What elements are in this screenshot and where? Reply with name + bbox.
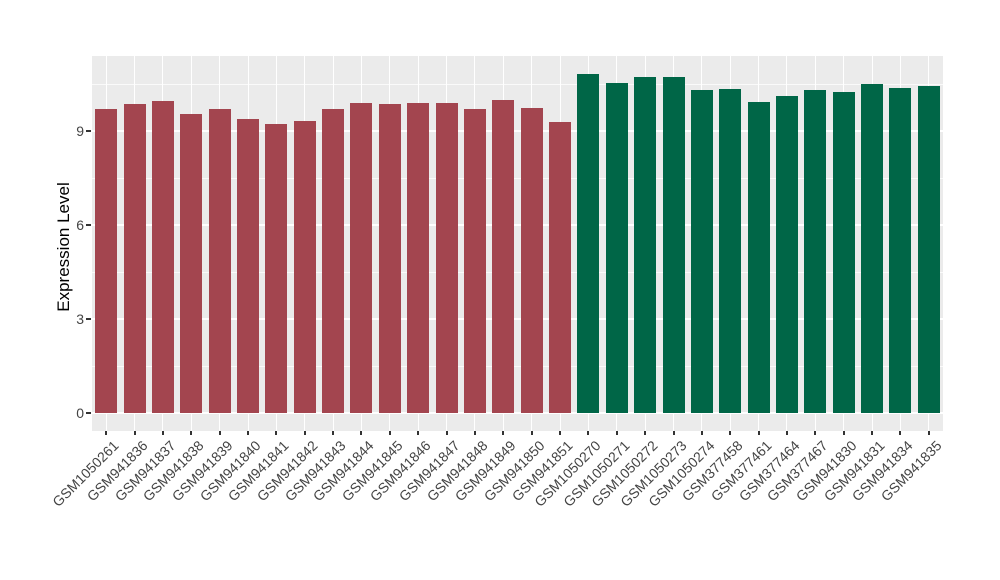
x-tick-mark <box>133 431 136 435</box>
gridline-major <box>92 412 943 414</box>
bar-GSM941850 <box>520 108 543 413</box>
x-tick-mark <box>615 431 618 435</box>
x-tick-mark <box>785 431 788 435</box>
bar-GSM377464 <box>775 96 798 413</box>
y-tick-label: 3 <box>76 311 84 327</box>
bar-GSM941842 <box>293 121 316 413</box>
y-tick-mark <box>86 130 91 132</box>
bar-GSM941831 <box>861 84 884 413</box>
x-tick-mark <box>559 431 562 435</box>
x-tick-mark <box>218 431 221 435</box>
bar-GSM941841 <box>265 124 288 413</box>
x-tick-mark <box>729 431 732 435</box>
x-tick-mark <box>700 431 703 435</box>
bar-GSM941839 <box>208 109 231 413</box>
x-tick-mark <box>842 431 845 435</box>
bar-GSM941844 <box>350 103 373 413</box>
x-tick-mark <box>332 431 335 435</box>
bar-GSM1050270 <box>577 74 600 413</box>
x-tick-mark <box>927 431 930 435</box>
x-tick-mark <box>644 431 647 435</box>
bar-GSM941847 <box>435 103 458 413</box>
x-tick-mark <box>587 431 590 435</box>
x-tick-mark <box>473 431 476 435</box>
bar-GSM941830 <box>832 92 855 413</box>
gridline-major <box>92 130 943 132</box>
bar-GSM377458 <box>719 89 742 413</box>
x-tick-mark <box>275 431 278 435</box>
bar-GSM941845 <box>378 104 401 413</box>
bar-GSM941834 <box>889 88 912 413</box>
x-tick-mark <box>502 431 505 435</box>
bar-GSM941846 <box>407 103 430 413</box>
bar-GSM941843 <box>322 109 345 413</box>
x-tick-mark <box>672 431 675 435</box>
y-tick-label: 6 <box>76 217 84 233</box>
bar-GSM1050273 <box>662 77 685 413</box>
plot-panel <box>92 56 943 431</box>
bar-GSM377467 <box>804 90 827 413</box>
gridline-minor <box>92 271 943 273</box>
bar-GSM941851 <box>549 122 572 413</box>
bar-GSM1050272 <box>634 77 657 413</box>
x-tick-mark <box>161 431 164 435</box>
bar-GSM941838 <box>180 114 203 413</box>
bar-GSM941849 <box>492 100 515 413</box>
bar-GSM1050274 <box>690 90 713 413</box>
y-axis-title: Expression Level <box>54 182 73 312</box>
gridline-major <box>92 318 943 320</box>
gridline-major <box>92 224 943 226</box>
bar-GSM941837 <box>151 101 174 413</box>
bar-GSM941840 <box>237 119 260 413</box>
bar-GSM941835 <box>917 86 940 413</box>
x-tick-mark <box>530 431 533 435</box>
y-tick-label: 9 <box>76 123 84 139</box>
x-tick-mark <box>190 431 193 435</box>
x-tick-mark <box>899 431 902 435</box>
bar-GSM1050261 <box>95 109 118 413</box>
x-tick-mark <box>388 431 391 435</box>
y-tick-mark <box>86 318 91 320</box>
x-tick-mark <box>360 431 363 435</box>
bar-GSM377461 <box>747 102 770 413</box>
x-tick-mark <box>303 431 306 435</box>
gridline-minor <box>92 83 943 85</box>
bar-GSM941848 <box>463 109 486 413</box>
x-tick-mark <box>757 431 760 435</box>
gridline-minor <box>92 177 943 179</box>
x-tick-mark <box>871 431 874 435</box>
bar-GSM941836 <box>123 104 146 413</box>
y-tick-mark <box>86 224 91 226</box>
x-tick-mark <box>247 431 250 435</box>
bar-GSM1050271 <box>605 83 628 413</box>
x-tick-mark <box>105 431 108 435</box>
x-tick-mark <box>417 431 420 435</box>
y-tick-mark <box>86 412 91 414</box>
x-tick-mark <box>814 431 817 435</box>
x-tick-mark <box>445 431 448 435</box>
y-tick-label: 0 <box>76 405 84 421</box>
gridline-minor <box>92 365 943 367</box>
